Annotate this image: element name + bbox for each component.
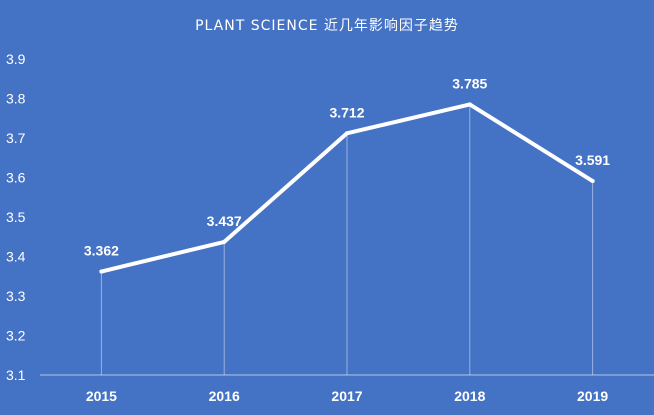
data-point [222, 239, 227, 244]
data-label: 3.362 [84, 243, 119, 259]
x-tick-label: 2018 [454, 388, 485, 404]
y-tick-label: 3.5 [6, 209, 26, 225]
x-axis-ticks: 2015 2016 2017 2018 2019 [86, 388, 609, 404]
series-group [99, 102, 595, 274]
data-point [99, 269, 104, 274]
y-tick-label: 3.6 [6, 170, 26, 186]
y-tick-label: 3.3 [6, 288, 26, 304]
chart-title: PLANT SCIENCE 近几年影响因子趋势 [195, 18, 459, 34]
x-tick-label: 2019 [577, 388, 608, 404]
y-tick-label: 3.8 [6, 91, 26, 107]
y-tick-label: 3.2 [6, 328, 26, 344]
y-tick-label: 3.4 [6, 249, 26, 265]
drop-lines [100, 104, 594, 375]
data-label: 3.437 [207, 213, 242, 229]
data-label: 3.712 [329, 104, 364, 120]
data-label: 3.591 [575, 152, 610, 168]
y-tick-label: 3.9 [6, 51, 26, 67]
y-tick-label: 3.1 [6, 367, 26, 383]
data-point [345, 131, 349, 136]
x-tick-label: 2017 [331, 388, 362, 404]
data-point [467, 102, 472, 107]
data-labels: 3.362 3.437 3.712 3.785 3.591 [84, 75, 610, 258]
data-label: 3.785 [452, 75, 487, 91]
y-axis-ticks: 3.1 3.2 3.3 3.4 3.5 3.6 3.7 3.8 3.9 [6, 51, 26, 383]
x-tick-label: 2016 [209, 388, 240, 404]
y-tick-label: 3.7 [6, 130, 26, 146]
data-point [590, 179, 595, 184]
x-tick-label: 2015 [86, 388, 117, 404]
